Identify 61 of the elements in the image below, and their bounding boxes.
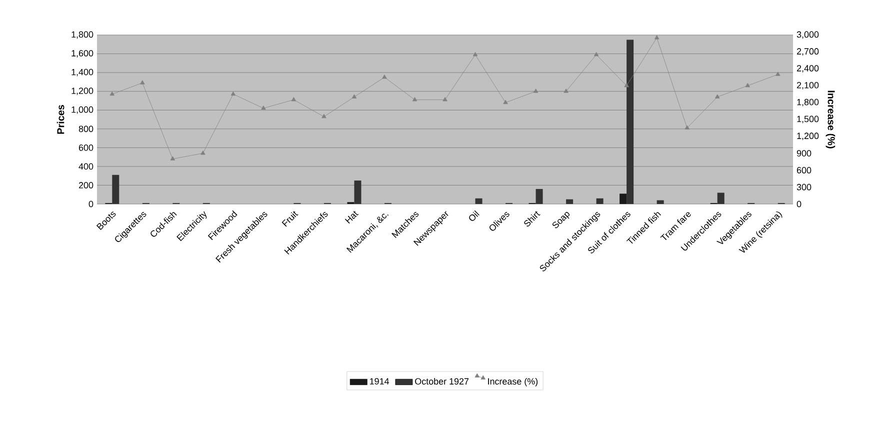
y-axis-title: Prices	[56, 104, 64, 134]
bar	[620, 194, 627, 204]
y2-tick-label: 2,700	[796, 48, 819, 56]
point	[170, 156, 176, 160]
y-tick-label: 0	[88, 200, 94, 208]
point	[564, 88, 568, 93]
y2-tick-label: 3,000	[796, 31, 819, 39]
point	[624, 82, 629, 88]
point	[745, 82, 750, 88]
y2-tick-label: 300	[796, 184, 812, 190]
y-tick-label: 800	[78, 126, 94, 132]
point	[261, 106, 266, 110]
point	[352, 94, 357, 98]
point	[110, 91, 114, 96]
y-tick-label: 1,000	[72, 106, 94, 114]
legend-label: 1914	[370, 378, 389, 384]
y2-axis-title: Increase (%)	[826, 90, 836, 148]
x-tick-label: Hat	[344, 210, 359, 224]
point	[322, 114, 326, 118]
y-tick-label: 400	[78, 163, 94, 170]
bar	[354, 180, 362, 204]
point	[684, 125, 690, 130]
y2-tick-label: 1,800	[797, 98, 819, 106]
point	[776, 72, 780, 76]
point	[503, 100, 508, 104]
point	[714, 94, 720, 98]
legend-label: October 1927	[415, 378, 469, 385]
point	[472, 52, 478, 56]
bar	[566, 199, 574, 204]
y2-tick-label: 1,200	[797, 132, 819, 140]
y-tick-label: 600	[78, 144, 94, 151]
bar	[475, 198, 482, 204]
bar	[626, 40, 634, 204]
point	[200, 150, 206, 155]
y2-tick-label: 2,100	[796, 82, 819, 90]
point	[594, 52, 599, 56]
point	[412, 97, 418, 102]
x-tick-label: Oil	[469, 210, 480, 221]
point	[230, 91, 236, 96]
point	[291, 97, 296, 102]
y-tick-label: 1,800	[72, 31, 94, 39]
point	[654, 35, 660, 40]
bar	[112, 174, 120, 204]
point	[382, 74, 387, 79]
bar	[656, 200, 664, 204]
y-tick-label: 1,400	[72, 68, 94, 76]
point	[442, 97, 448, 102]
y-tick-label: 1,600	[72, 50, 94, 58]
y2-tick-label: 0	[796, 200, 802, 208]
y2-tick-label: 2,400	[796, 65, 819, 72]
bar	[717, 192, 724, 204]
legend-label: Increase (%)	[488, 378, 538, 386]
bar	[596, 198, 604, 204]
point	[533, 88, 538, 93]
bar	[536, 188, 543, 204]
y2-tick-label: 1,500	[797, 116, 819, 124]
y2-tick-label: 600	[796, 167, 812, 174]
point	[140, 80, 145, 84]
y-tick-label: 1,200	[72, 88, 94, 96]
y-tick-label: 200	[78, 182, 94, 188]
y2-tick-label: 900	[796, 150, 812, 156]
